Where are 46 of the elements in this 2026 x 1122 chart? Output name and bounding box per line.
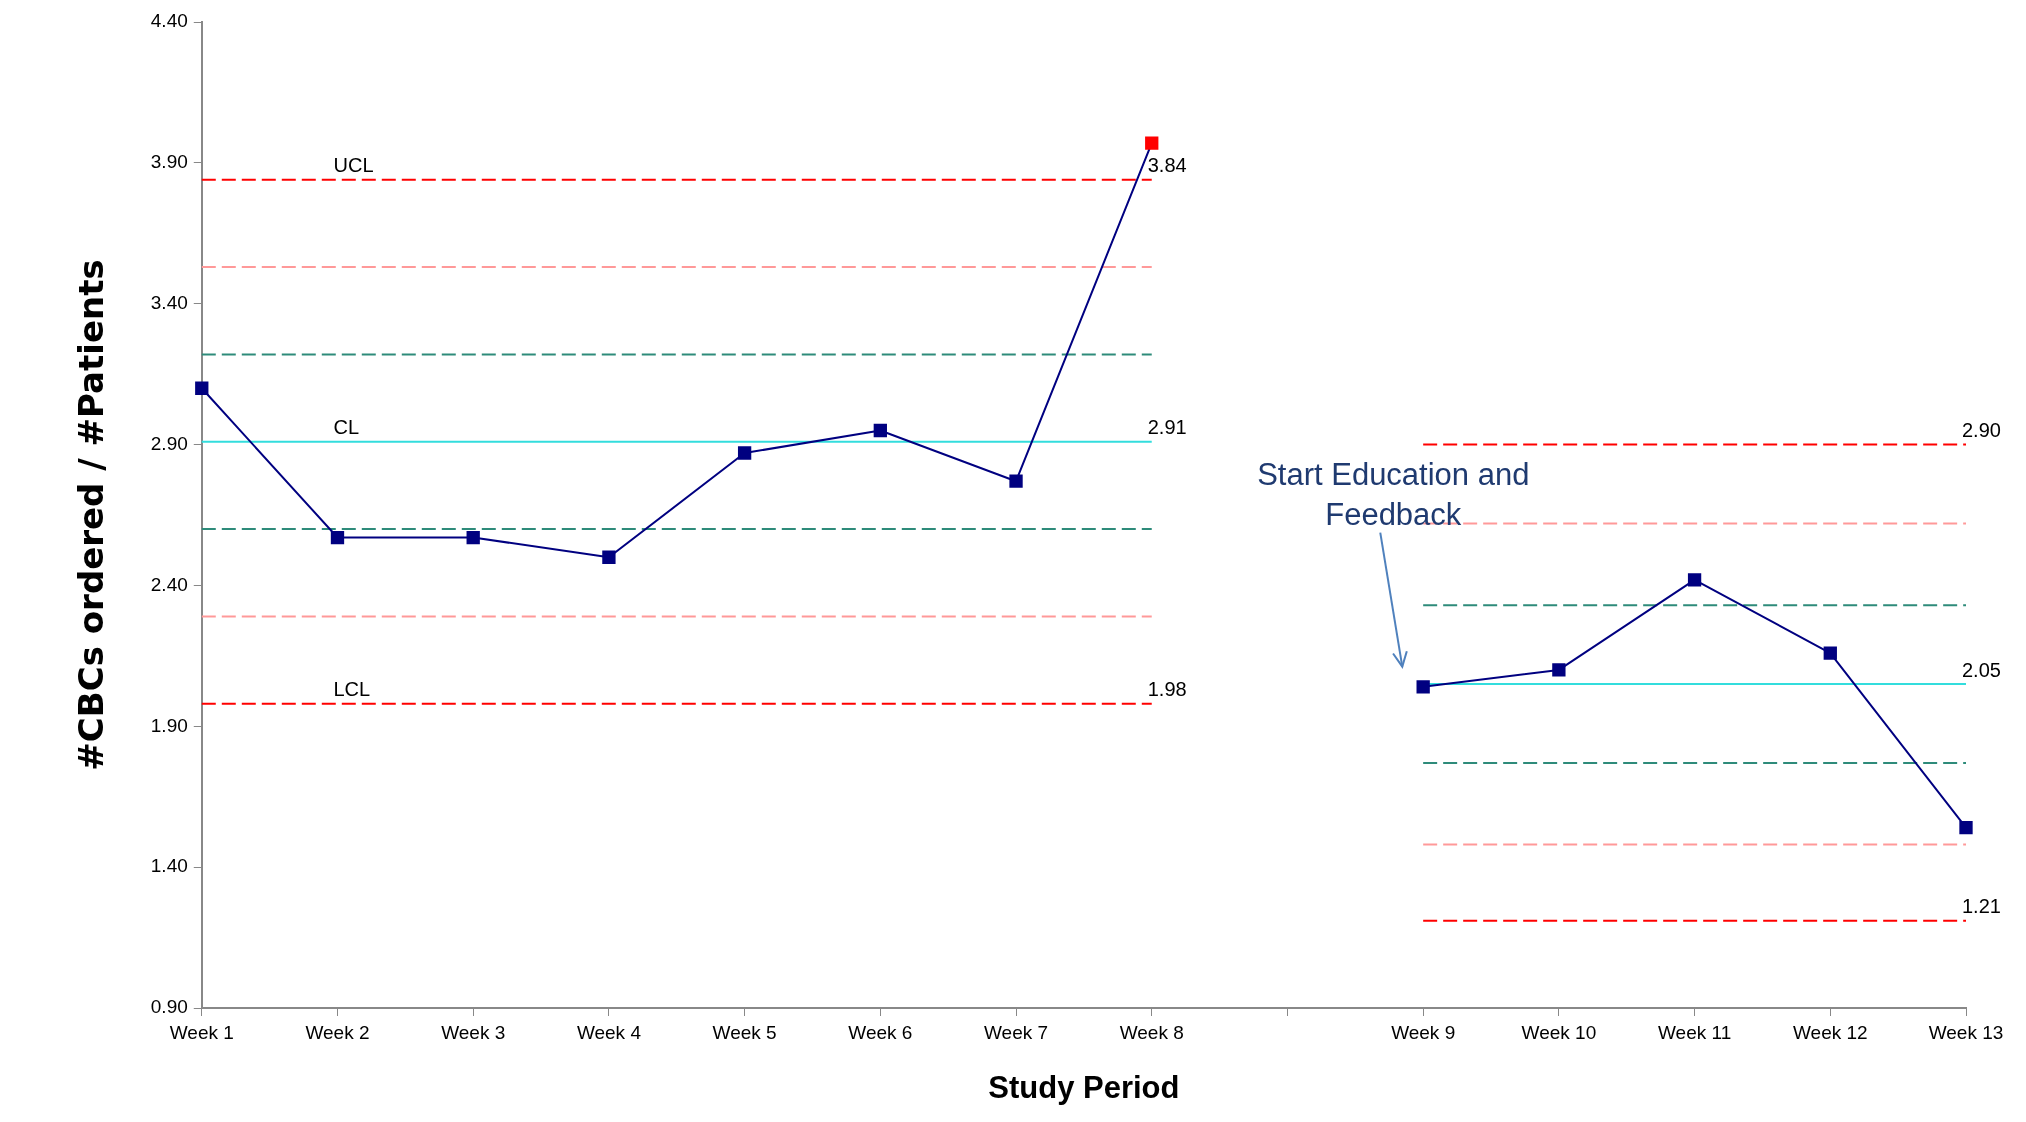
annotation: 3.84	[1147, 154, 1187, 177]
x-tick-label: Week 8	[1119, 1021, 1184, 1043]
point	[195, 381, 209, 395]
annotation: 2.05	[1962, 658, 2001, 681]
y-axis-title: #CBCs ordered / #Patients	[71, 259, 112, 771]
point	[1009, 474, 1023, 488]
point	[873, 423, 887, 438]
x-tick-label: Week 3	[441, 1021, 506, 1043]
y-tick-label: 1.40	[150, 855, 188, 877]
y-tick-label: 2.40	[150, 573, 188, 595]
point	[1687, 573, 1702, 587]
y-tick-label: 3.90	[150, 151, 188, 173]
y-tick-label: 2.90	[150, 432, 188, 454]
x-tick-label: Week 1	[169, 1021, 234, 1043]
point	[1416, 680, 1430, 694]
point	[466, 530, 480, 545]
y-tick-label: 3.40	[150, 291, 188, 313]
x-tick-label: Week 5	[712, 1021, 777, 1043]
annotation: Start Education and Feedback	[1257, 456, 1530, 532]
annotation: UCL	[333, 154, 374, 177]
point	[737, 446, 752, 460]
x-tick-label: Week 4	[576, 1021, 642, 1043]
annotation: 1.21	[1962, 895, 2001, 918]
annotation: 2.91	[1147, 416, 1187, 439]
point	[1823, 646, 1837, 660]
point	[602, 550, 616, 564]
x-tick-label: Week 7	[984, 1021, 1049, 1043]
x-tick-label: Week 9	[1391, 1021, 1456, 1043]
x-tick-label: Week 13	[1928, 1021, 2004, 1043]
y-tick-label: 1.90	[150, 714, 188, 736]
annotation: 2.90	[1962, 419, 2001, 442]
y-tick-label: 4.40	[150, 10, 188, 32]
x-tick-label: Week 11	[1657, 1021, 1732, 1043]
annotation: CL	[333, 416, 360, 439]
x-tick-label: Week 2	[305, 1021, 370, 1043]
annotation: 1.98	[1147, 678, 1187, 701]
annotation: LCL	[333, 678, 371, 701]
point	[1959, 821, 1973, 835]
point	[1145, 136, 1159, 150]
point	[1552, 663, 1566, 677]
point	[330, 530, 345, 545]
x-tick-label: Week 12	[1792, 1021, 1868, 1043]
x-tick-label: Week 6	[848, 1021, 913, 1043]
y-tick-label: 0.90	[150, 996, 188, 1018]
x-tick-label: Week 10	[1521, 1021, 1597, 1043]
x-axis-title: Study Period	[988, 1069, 1180, 1105]
